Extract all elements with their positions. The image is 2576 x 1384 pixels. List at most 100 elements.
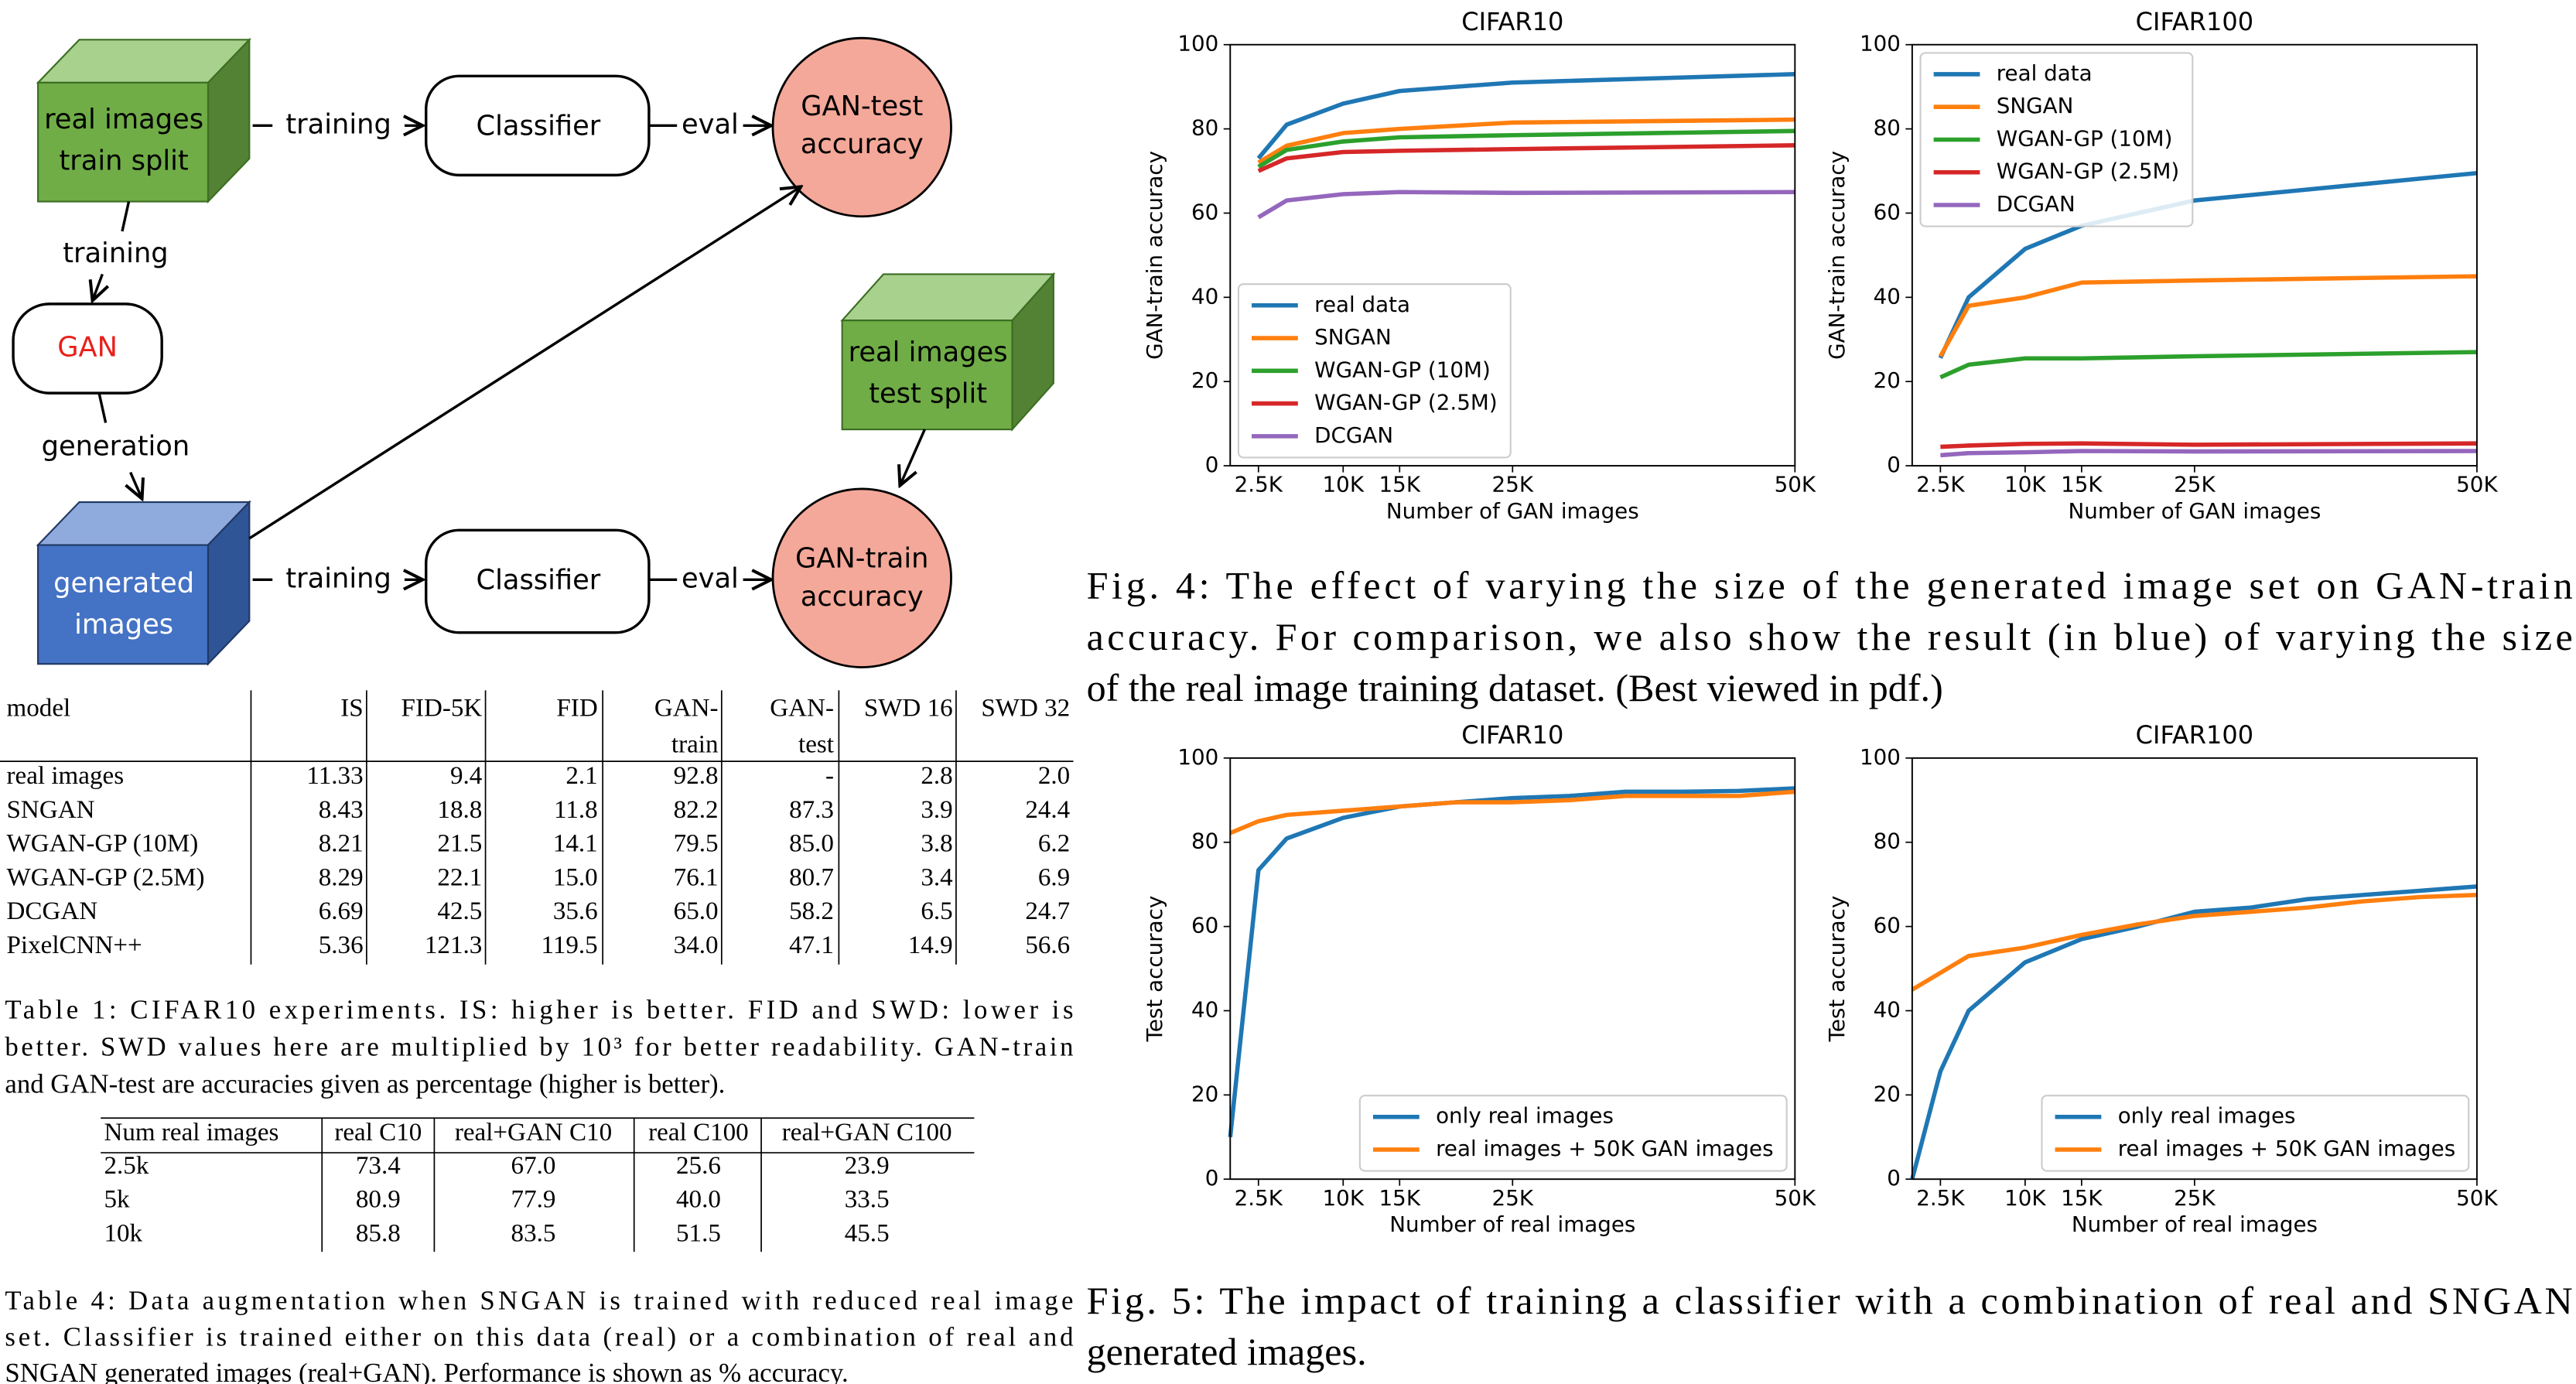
data-line [1228,786,1795,1138]
table-cell: 56.6 [1025,931,1070,959]
table-cell: SNGAN [7,796,95,824]
table-cell: 65.0 [674,897,719,925]
legend-box [2041,1095,2470,1172]
x-tick-label: 15K [2061,472,2103,497]
legend-label: SNGAN [1314,324,1392,350]
table-cell: 47.1 [789,931,834,959]
x-tick-label: 25K [2174,1185,2216,1211]
x-tick-label: 50K [1775,472,1816,497]
table-cell: 3.8 [921,830,952,858]
table-cell: 22.1 [437,863,482,891]
plot-frame [1229,43,1796,467]
node-label: GAN-train [795,543,928,575]
y-axis-label: GAN-train accuracy [1824,151,1850,360]
table-header: train [671,731,719,759]
table-header: real+GAN C10 [455,1119,612,1146]
legend-box [1237,283,1512,459]
table-cell: 40.0 [676,1186,721,1214]
table-cell: 119.5 [542,931,598,959]
y-tick-label: 100 [1860,744,1901,770]
table-cell: real images [7,762,125,790]
x-tick-label: 15K [1379,1185,1421,1211]
node-label: accuracy [801,581,924,613]
table-cell: 51.5 [676,1219,721,1247]
table-cell: 9.4 [450,762,483,790]
caption-line: accuracy. For comparison, we also show t… [1087,615,2573,658]
legend-label: only real images [2118,1103,2296,1129]
legend-label: only real images [1436,1103,1614,1129]
data-line [1940,441,2477,449]
caption-line: Fig. 5: The impact of training a classif… [1087,1279,2573,1322]
y-tick-label: 40 [1874,283,1901,309]
cube-front [37,81,210,203]
table-cell: 2.1 [565,762,597,790]
y-tick-label: 40 [1191,283,1218,309]
edge-label: eval [682,562,739,594]
x-tick-label: 2.5K [1235,1185,1283,1211]
table-header: FID-5K [401,695,483,723]
node-label: GAN [57,331,118,363]
table-cell: 14.9 [908,931,953,959]
table-header: IS [340,695,363,723]
classifier-box [425,528,651,634]
node-label: Classifier [476,110,600,142]
y-tick-label: 0 [1887,1165,1901,1191]
legend-label: SNGAN [1997,93,2074,118]
x-tick-label: 50K [1775,1185,1816,1211]
table-header: SWD 16 [864,695,953,723]
table-header: SWD 32 [981,695,1070,723]
table-cell: 6.2 [1038,830,1070,858]
table-cell: 85.8 [356,1219,401,1247]
table-cell: 92.8 [674,762,719,790]
table-cell: 121.3 [425,931,482,959]
table-cell: DCGAN [7,897,98,925]
table-header: real C10 [334,1119,422,1146]
y-tick-label: 60 [1874,199,1901,224]
node-label: Classifier [476,564,600,596]
y-tick-label: 40 [1874,996,1901,1022]
diagram: real images train split training Classif… [12,36,1056,668]
y-tick-label: 80 [1874,115,1901,141]
y-tick-label: 80 [1191,829,1218,854]
y-tick-label: 20 [1874,1081,1901,1106]
table-cell: 35.6 [553,897,598,925]
plot-frame [1911,43,2478,467]
data-line [1939,350,2477,380]
edge [900,429,926,486]
legend: only real images real images + 50K GAN im… [1358,1095,1788,1172]
chart-title: CIFAR100 [2136,720,2253,750]
data-line [1257,117,1795,165]
legend-label: real data [1314,292,1410,317]
legend-box [1919,52,2194,227]
edge [131,471,142,499]
legend-label: WGAN-GP (2.5M) [1314,390,1498,415]
y-tick-label: 0 [1887,452,1901,477]
edge [121,201,131,232]
table-header: test [798,731,834,759]
x-tick-label: 25K [1492,472,1534,497]
table-cell: 80.9 [356,1186,401,1214]
result-circle [771,487,952,668]
plot-frame [1229,757,1796,1181]
table-cell: 76.1 [674,863,719,891]
node-label: real images [44,104,203,135]
x-tick-label: 50K [2456,472,2498,497]
table-cell: 8.21 [319,830,364,858]
x-tick-label: 25K [1492,1185,1534,1211]
data-line [1938,170,2478,359]
table-cell: 79.5 [674,830,719,858]
table-cell: WGAN-GP (10M) [7,830,199,858]
x-tick-label: 2.5K [1235,472,1283,497]
x-axis-label: Number of real images [2072,1211,2318,1237]
data-line [1256,72,1795,160]
table-cell: 85.0 [789,830,834,858]
y-tick-label: 60 [1874,913,1901,938]
legend: real data SNGAN WGAN-GP (10M) WGAN-GP (2.5M… [1919,52,2194,227]
caption-line: better. SWD values here are multiplied b… [5,1032,1073,1062]
x-tick-label: 50K [2456,1185,2498,1211]
x-tick-label: 10K [2004,472,2046,497]
table-cell: 33.5 [845,1186,890,1214]
cube-front [37,544,210,665]
y-tick-label: 20 [1191,367,1218,393]
x-axis-label: Number of GAN images [2068,498,2321,524]
